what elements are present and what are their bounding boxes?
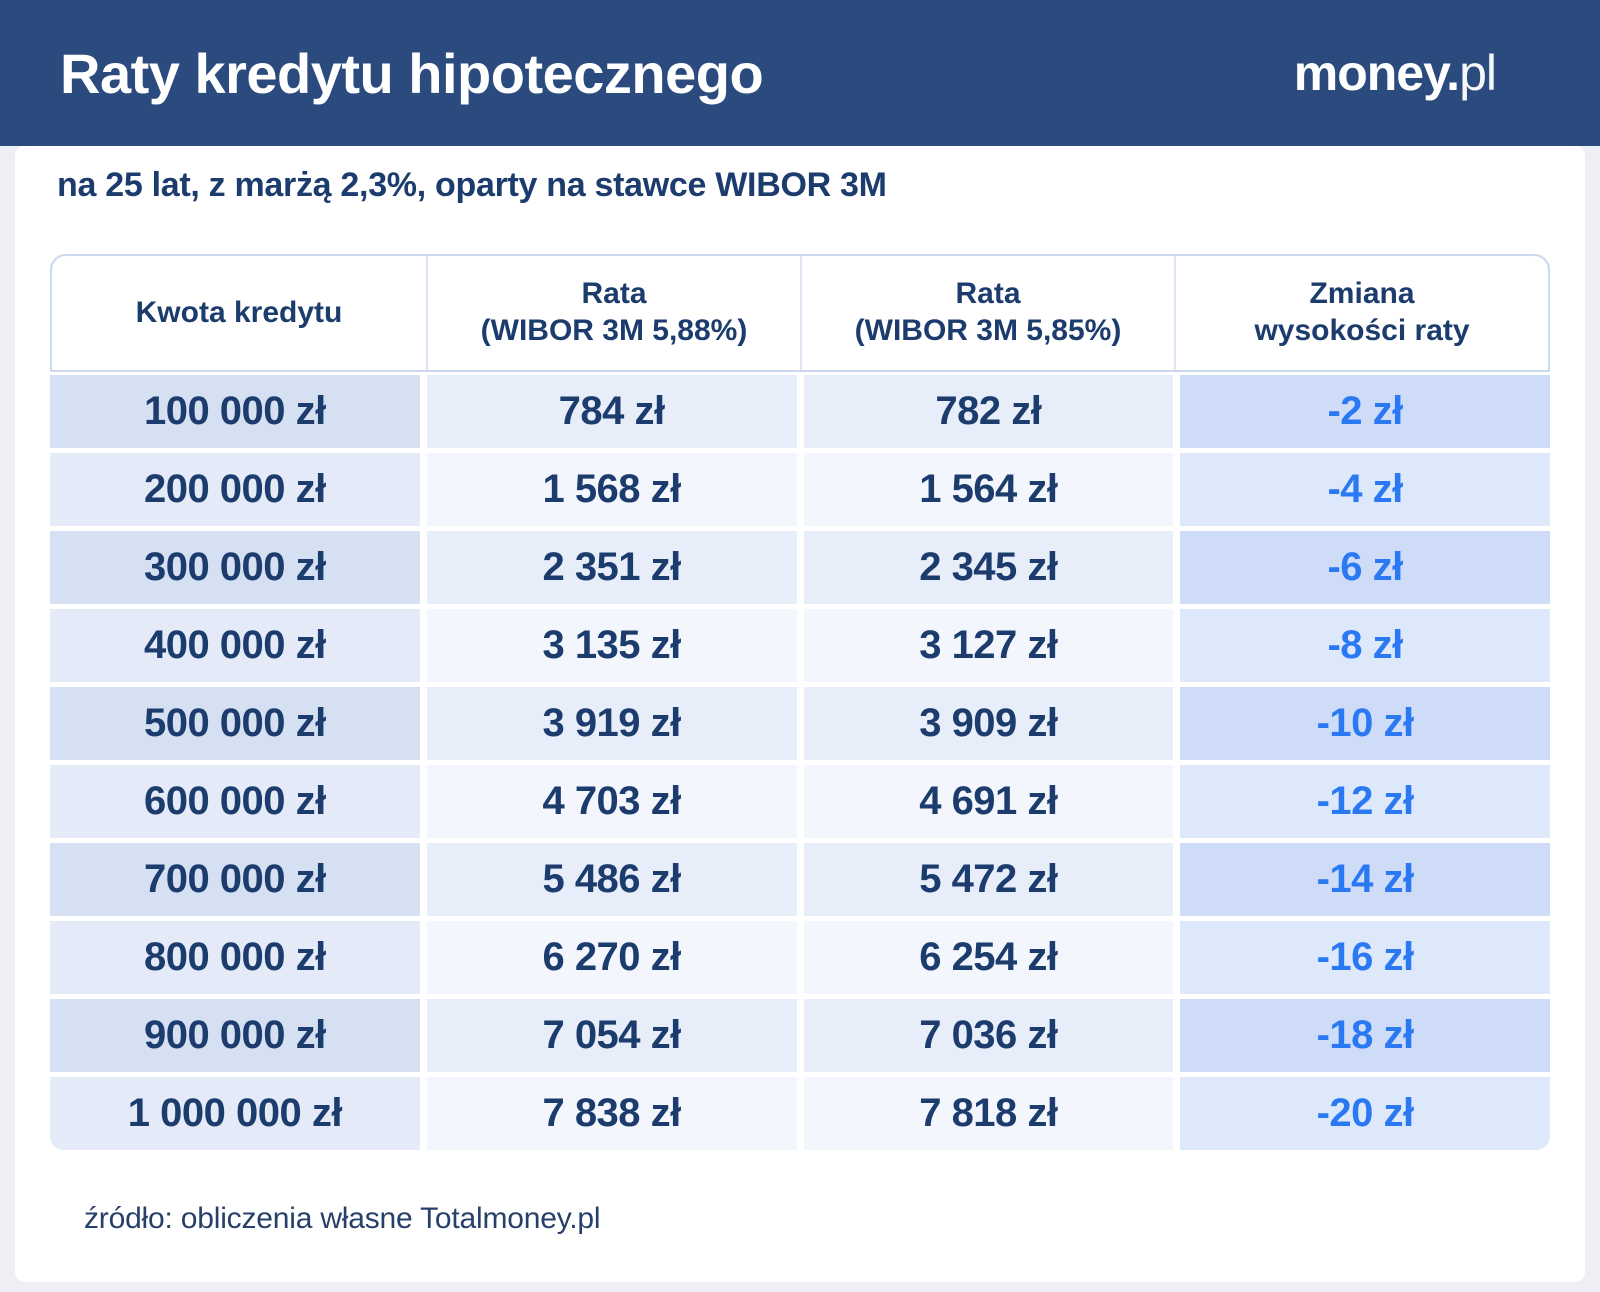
installment-wibor-585-cell: 6 254 zł [803, 921, 1174, 994]
installment-wibor-585-cell: 7 818 zł [803, 1077, 1174, 1150]
loan-amount-cell: 900 000 zł [50, 999, 420, 1072]
column-header-line: (WIBOR 3M 5,85%) [854, 314, 1122, 347]
column-header-line: Rata [581, 277, 647, 311]
installment-change-cell: -16 zł [1180, 921, 1550, 994]
top-header-bar: Raty kredytu hipotecznego money.pl [0, 0, 1600, 146]
logo-text-light: pl [1459, 45, 1497, 101]
column-header: Kwota kredytu [52, 256, 426, 370]
loan-amount-cell: 600 000 zł [50, 765, 420, 838]
installment-wibor-588-cell: 784 zł [426, 375, 797, 448]
column-header-line: (WIBOR 3M 5,88%) [480, 314, 748, 347]
installment-change-cell: -18 zł [1180, 999, 1550, 1072]
installment-wibor-588-cell: 2 351 zł [426, 531, 797, 604]
installment-change-cell: -20 zł [1180, 1077, 1550, 1150]
installment-wibor-588-cell: 6 270 zł [426, 921, 797, 994]
installment-change-cell: -10 zł [1180, 687, 1550, 760]
logo-text-bold: money. [1293, 45, 1460, 101]
installment-wibor-588-cell: 5 486 zł [426, 843, 797, 916]
loan-amount-cell: 300 000 zł [50, 531, 420, 604]
column-header-line: Zmiana [1309, 277, 1415, 311]
installment-change-cell: -8 zł [1180, 609, 1550, 682]
installment-wibor-588-cell: 7 838 zł [426, 1077, 797, 1150]
column-header: Rata (WIBOR 3M 5,88%) [426, 256, 800, 370]
page-title: Raty kredytu hipotecznego [60, 41, 764, 105]
installment-wibor-588-cell: 3 135 zł [426, 609, 797, 682]
money-pl-logo: money.pl [1293, 44, 1497, 102]
installment-wibor-585-cell: 3 909 zł [803, 687, 1174, 760]
installment-wibor-588-cell: 1 568 zł [426, 453, 797, 526]
loan-amount-cell: 200 000 zł [50, 453, 420, 526]
installment-wibor-585-cell: 7 036 zł [803, 999, 1174, 1072]
installment-change-cell: -6 zł [1180, 531, 1550, 604]
column-header-line: Kwota kredytu [135, 295, 343, 329]
column-header: Rata (WIBOR 3M 5,85%) [800, 256, 1174, 370]
column-header-line: Rata [955, 277, 1021, 311]
loan-amount-cell: 100 000 zł [50, 375, 420, 448]
installment-wibor-585-cell: 5 472 zł [803, 843, 1174, 916]
installment-wibor-588-cell: 7 054 zł [426, 999, 797, 1072]
table-body: 100 000 zł 784 zł 782 zł -2 zł 200 000 z… [50, 375, 1550, 1150]
column-header: Zmiana wysokości raty [1174, 256, 1548, 370]
installment-change-cell: -14 zł [1180, 843, 1550, 916]
installment-change-cell: -4 zł [1180, 453, 1550, 526]
loan-amount-cell: 700 000 zł [50, 843, 420, 916]
source-note: źródło: obliczenia własne Totalmoney.pl [84, 1202, 601, 1235]
content-panel: na 25 lat, z marżą 2,3%, oparty na stawc… [15, 146, 1585, 1282]
installments-table: Kwota kredytu Rata (WIBOR 3M 5,88%) Rata (WI… [50, 254, 1550, 1150]
installment-change-cell: -12 zł [1180, 765, 1550, 838]
installment-wibor-585-cell: 4 691 zł [803, 765, 1174, 838]
loan-amount-cell: 500 000 zł [50, 687, 420, 760]
loan-amount-cell: 800 000 zł [50, 921, 420, 994]
installment-wibor-588-cell: 3 919 zł [426, 687, 797, 760]
loan-amount-cell: 1 000 000 zł [50, 1077, 420, 1150]
installment-wibor-585-cell: 2 345 zł [803, 531, 1174, 604]
installment-wibor-588-cell: 4 703 zł [426, 765, 797, 838]
installment-change-cell: -2 zł [1180, 375, 1550, 448]
loan-amount-cell: 400 000 zł [50, 609, 420, 682]
installment-wibor-585-cell: 1 564 zł [803, 453, 1174, 526]
table-header-row: Kwota kredytu Rata (WIBOR 3M 5,88%) Rata (WI… [50, 254, 1550, 372]
table-subtitle: na 25 lat, z marżą 2,3%, oparty na stawc… [57, 166, 887, 204]
installment-wibor-585-cell: 3 127 zł [803, 609, 1174, 682]
installment-wibor-585-cell: 782 zł [803, 375, 1174, 448]
column-header-line: wysokości raty [1254, 314, 1470, 347]
